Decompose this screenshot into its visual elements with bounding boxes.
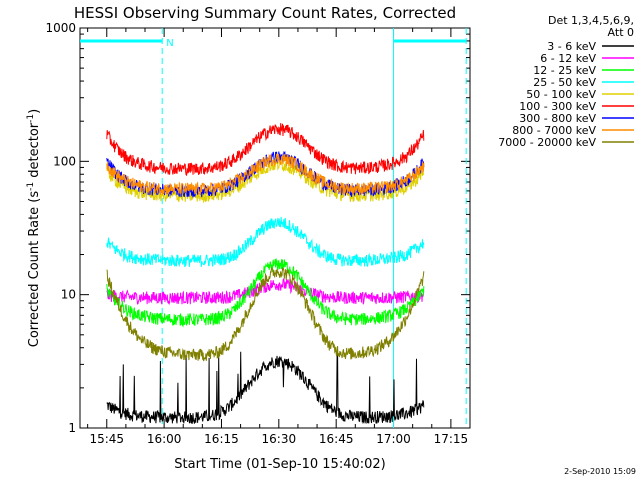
y-tick-label: 1000 [45, 21, 76, 35]
y-tick-label: 1 [68, 421, 76, 435]
night-marker-label: N [166, 38, 173, 49]
legend-header-line-1: Det 1,3,4,5,6,9, [548, 14, 634, 27]
x-axis-label: Start Time (01-Sep-10 15:40:02) [174, 457, 385, 472]
legend-entry-label: 25 - 50 keV [533, 76, 596, 89]
series-line [106, 351, 425, 425]
series-line [106, 153, 425, 196]
x-tick-label: 16:00 [147, 432, 182, 446]
chart-title: HESSI Observing Summary Count Rates, Cor… [74, 4, 456, 22]
series-line [106, 216, 425, 268]
series-line [106, 122, 425, 177]
series-line [106, 158, 425, 204]
legend-entry-label: 50 - 100 keV [526, 88, 596, 101]
y-axis-label-main: Corrected Count Rate (s [27, 191, 42, 348]
y-axis-label-mid: detector [27, 122, 42, 182]
x-tick-label: 15:45 [89, 432, 124, 446]
legend-entry-label: 3 - 6 keV [547, 40, 596, 53]
y-axis-label: Corrected Count Rate (s-1 detector-1) [26, 109, 42, 347]
y-axis-label-sup-1: -1 [26, 182, 36, 191]
legend-entry-label: 7000 - 20000 keV [498, 136, 596, 149]
y-axis-label-end: ) [27, 109, 42, 114]
timestamp: 2-Sep-2010 15:09 [564, 467, 636, 476]
x-tick-label: 16:45 [319, 432, 354, 446]
series-line [106, 266, 425, 362]
legend-entry-label: 300 - 800 keV [519, 112, 596, 125]
legend-entry-label: 800 - 7000 keV [512, 124, 596, 137]
x-tick-label: 16:30 [262, 432, 297, 446]
x-tick-label: 17:15 [434, 432, 469, 446]
legend-entry-label: 100 - 300 keV [519, 100, 596, 113]
series-line [106, 258, 425, 328]
plot-frame [79, 27, 471, 429]
x-tick-label: 17:00 [376, 432, 411, 446]
legend-header-line-2: Att 0 [608, 26, 634, 39]
legend-entry-label: 6 - 12 keV [540, 52, 596, 65]
series-line [106, 278, 425, 306]
plot-area: N [80, 28, 467, 428]
y-tick-label: 10 [61, 288, 76, 302]
legend-entry-label: 12 - 25 keV [533, 64, 596, 77]
x-tick-label: 16:15 [204, 432, 239, 446]
y-axis-label-sup-2: -1 [26, 114, 36, 123]
y-tick-label: 100 [53, 154, 76, 168]
